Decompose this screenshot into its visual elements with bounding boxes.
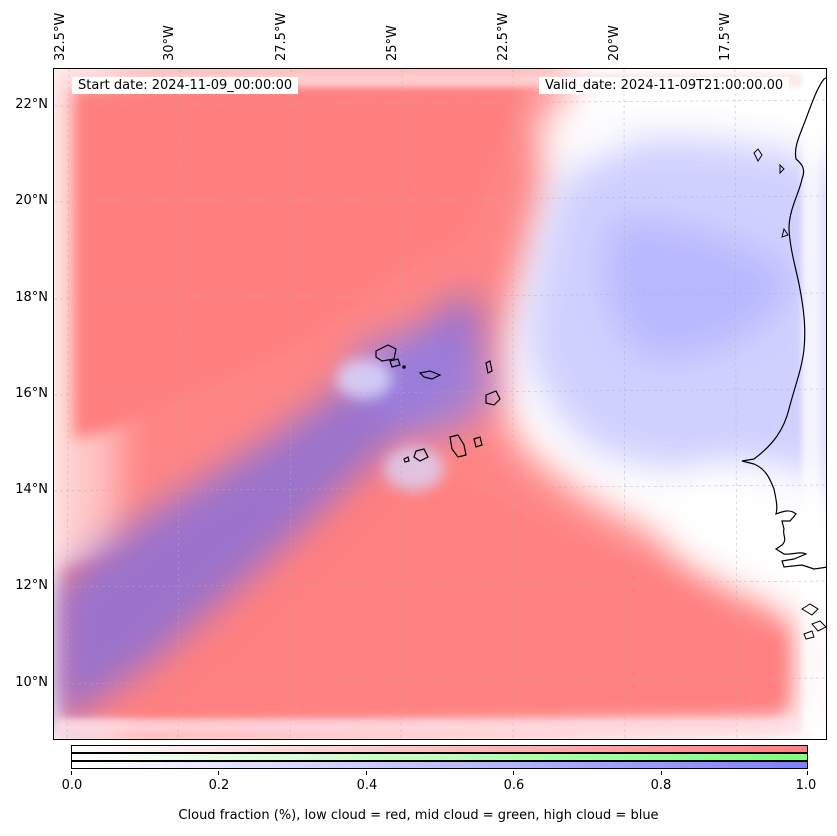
map-canvas xyxy=(54,69,826,739)
lon-label-20w: 20°W xyxy=(607,25,622,61)
island-sao-vicente xyxy=(389,358,401,368)
clear-sky-east xyxy=(534,105,826,629)
colorbar-low-cloud xyxy=(71,745,808,753)
island-brava xyxy=(403,456,410,463)
island-fogo xyxy=(413,448,429,462)
thin-cloud-patch xyxy=(336,359,444,491)
island-sal xyxy=(485,360,493,374)
colorbar-high-cloud xyxy=(71,761,808,769)
lat-label-18n: 18°N xyxy=(15,290,48,305)
cbar-tick-4 xyxy=(661,771,662,775)
lat-label-22n: 22°N xyxy=(15,97,48,112)
cbar-tick-2 xyxy=(366,771,367,775)
cbar-ticklabel-1: 0.2 xyxy=(208,778,230,793)
cbar-ticklabel-2: 0.4 xyxy=(356,778,378,793)
island-boa-vista xyxy=(485,390,501,406)
lat-label-14n: 14°N xyxy=(15,482,48,497)
cbar-ticklabel-3: 0.6 xyxy=(503,778,525,793)
cbar-tick-5 xyxy=(807,771,808,775)
island-maio xyxy=(473,436,483,448)
lat-label-10n: 10°N xyxy=(15,675,48,690)
cbar-ticklabel-5: 1.0 xyxy=(795,778,817,793)
coast-bissau-islands xyxy=(801,603,826,640)
cbar-tick-1 xyxy=(218,771,219,775)
lon-label-25w: 25°W xyxy=(385,25,400,61)
cape-verde-islands xyxy=(375,344,501,463)
cbar-tick-0 xyxy=(71,771,72,775)
lat-label-16n: 16°N xyxy=(15,386,48,401)
island-santo-antao xyxy=(375,344,397,362)
start-date-label: Start date: 2024-11-09_00:00:00 xyxy=(72,77,299,94)
lon-label-17-5w: 17.5°W xyxy=(718,12,733,61)
colorbar-group xyxy=(71,745,808,771)
cloud-fraction-map[interactable] xyxy=(53,68,827,740)
island-santiago xyxy=(449,434,467,458)
lon-label-22-5w: 22.5°W xyxy=(496,12,511,61)
cbar-ticklabel-4: 0.8 xyxy=(650,778,672,793)
africa-coastline xyxy=(741,77,826,570)
island-sao-nicolau xyxy=(418,370,442,380)
cbar-ticklabel-0: 0.0 xyxy=(61,778,83,793)
lat-label-12n: 12°N xyxy=(15,578,48,593)
lon-label-27-5w: 27.5°W xyxy=(274,12,289,61)
colorbar-mid-cloud xyxy=(71,753,808,761)
cbar-tick-3 xyxy=(513,771,514,775)
lon-label-32-5w: 32.5°W xyxy=(53,12,68,61)
gridlines xyxy=(54,69,826,739)
high-cloud-layer xyxy=(54,294,496,729)
lat-label-20n: 20°N xyxy=(15,193,48,208)
valid-date-label: Valid_date: 2024-11-09T21:00:00.00 xyxy=(539,77,790,94)
coast-inlet xyxy=(753,148,789,238)
colorbar-caption: Cloud fraction (%), low cloud = red, mid… xyxy=(178,808,659,823)
lon-label-30w: 30°W xyxy=(162,25,177,61)
high-cloud-east xyxy=(524,138,826,509)
